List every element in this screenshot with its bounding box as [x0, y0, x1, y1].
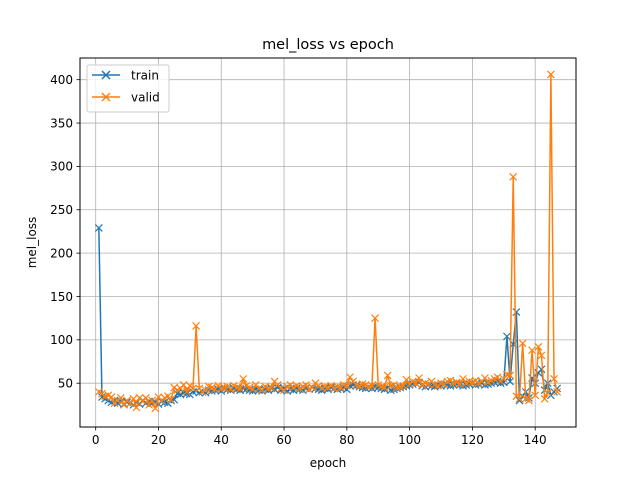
legend-marker-valid	[101, 92, 111, 102]
data-point-valid	[342, 381, 351, 390]
data-point-valid	[267, 383, 276, 392]
data-point-valid	[236, 384, 245, 393]
data-point-valid	[459, 374, 467, 383]
data-point-valid	[107, 393, 116, 402]
data-point-valid	[415, 374, 423, 382]
x-tick-label: 80	[339, 433, 354, 447]
data-point-valid	[371, 314, 380, 323]
axes-frame	[79, 57, 577, 428]
data-point-valid	[550, 374, 558, 383]
data-point-train	[515, 396, 524, 405]
data-point-valid	[141, 394, 150, 402]
data-point-valid	[553, 387, 562, 396]
data-point-valid	[455, 380, 464, 388]
legend-label-train: train	[131, 69, 159, 83]
data-point-valid	[399, 381, 408, 390]
x-tick-label: 140	[524, 433, 547, 447]
data-point-valid	[509, 172, 518, 181]
data-point-valid	[302, 381, 310, 389]
data-point-valid	[167, 395, 175, 404]
data-point-train	[503, 332, 511, 341]
data-point-valid	[179, 381, 188, 389]
chart-title: mel_loss vs epoch	[262, 37, 394, 53]
data-point-valid	[518, 339, 527, 348]
data-point-valid	[515, 394, 524, 403]
plot-series	[94, 70, 562, 413]
data-point-valid	[383, 371, 392, 380]
data-point-valid	[192, 322, 201, 330]
data-point-valid	[368, 381, 376, 390]
data-point-valid	[126, 399, 135, 408]
data-point-valid	[524, 396, 533, 405]
data-point-valid	[546, 70, 555, 79]
data-point-valid	[537, 351, 546, 360]
data-point-valid	[411, 379, 420, 388]
data-point-valid	[528, 346, 536, 355]
data-point-valid	[120, 400, 128, 409]
y-tick-label: 250	[50, 203, 73, 217]
data-point-valid	[499, 374, 508, 383]
data-point-valid	[346, 373, 354, 382]
x-axis-ticks: 0 20 40 60 80 100 120 140	[92, 427, 547, 447]
data-point-valid	[531, 391, 540, 400]
legend: train valid	[86, 64, 170, 113]
x-tick-label: 60	[276, 433, 291, 447]
y-tick-label: 50	[58, 377, 73, 391]
data-point-train	[94, 224, 103, 232]
series-valid	[94, 70, 562, 413]
grid-lines	[80, 58, 576, 427]
x-tick-label: 40	[214, 433, 229, 447]
data-point-valid	[239, 374, 248, 383]
data-point-valid	[493, 373, 502, 382]
data-point-valid	[543, 388, 552, 397]
data-point-valid	[481, 374, 489, 382]
data-point-train	[553, 384, 562, 393]
data-point-valid	[506, 371, 515, 380]
y-axis-ticks: 50 100 150 200 250 300 350 400	[50, 73, 80, 391]
x-tick-label: 100	[398, 433, 421, 447]
x-tick-label: 0	[92, 433, 100, 447]
y-tick-label: 300	[50, 160, 73, 174]
data-point-valid	[151, 404, 160, 413]
y-tick-label: 350	[50, 116, 73, 130]
y-tick-label: 400	[50, 73, 73, 87]
data-point-train	[512, 308, 521, 317]
data-point-train	[506, 377, 515, 386]
data-point-valid	[129, 394, 138, 403]
data-point-valid	[189, 384, 197, 393]
data-point-valid	[148, 396, 157, 405]
data-point-valid	[402, 375, 411, 384]
data-point-train	[537, 365, 546, 374]
data-point-valid	[116, 394, 125, 402]
data-point-valid	[308, 383, 317, 392]
y-tick-label: 150	[50, 290, 73, 304]
data-point-valid	[248, 385, 257, 394]
x-tick-label: 120	[461, 433, 484, 447]
data-point-valid	[132, 403, 141, 412]
legend-label-valid: valid	[131, 91, 160, 105]
y-axis-label: mel_loss	[25, 217, 39, 269]
x-tick-label: 20	[151, 433, 166, 447]
y-tick-label: 200	[50, 246, 73, 260]
data-point-valid	[534, 342, 543, 351]
data-point-train	[531, 379, 540, 388]
data-point-valid	[182, 387, 191, 396]
y-tick-label: 100	[50, 333, 73, 347]
data-point-valid	[145, 400, 153, 409]
x-axis-label: epoch	[310, 456, 347, 470]
legend-marker-train	[101, 70, 111, 80]
data-point-valid	[540, 394, 549, 403]
data-point-valid	[380, 383, 389, 392]
